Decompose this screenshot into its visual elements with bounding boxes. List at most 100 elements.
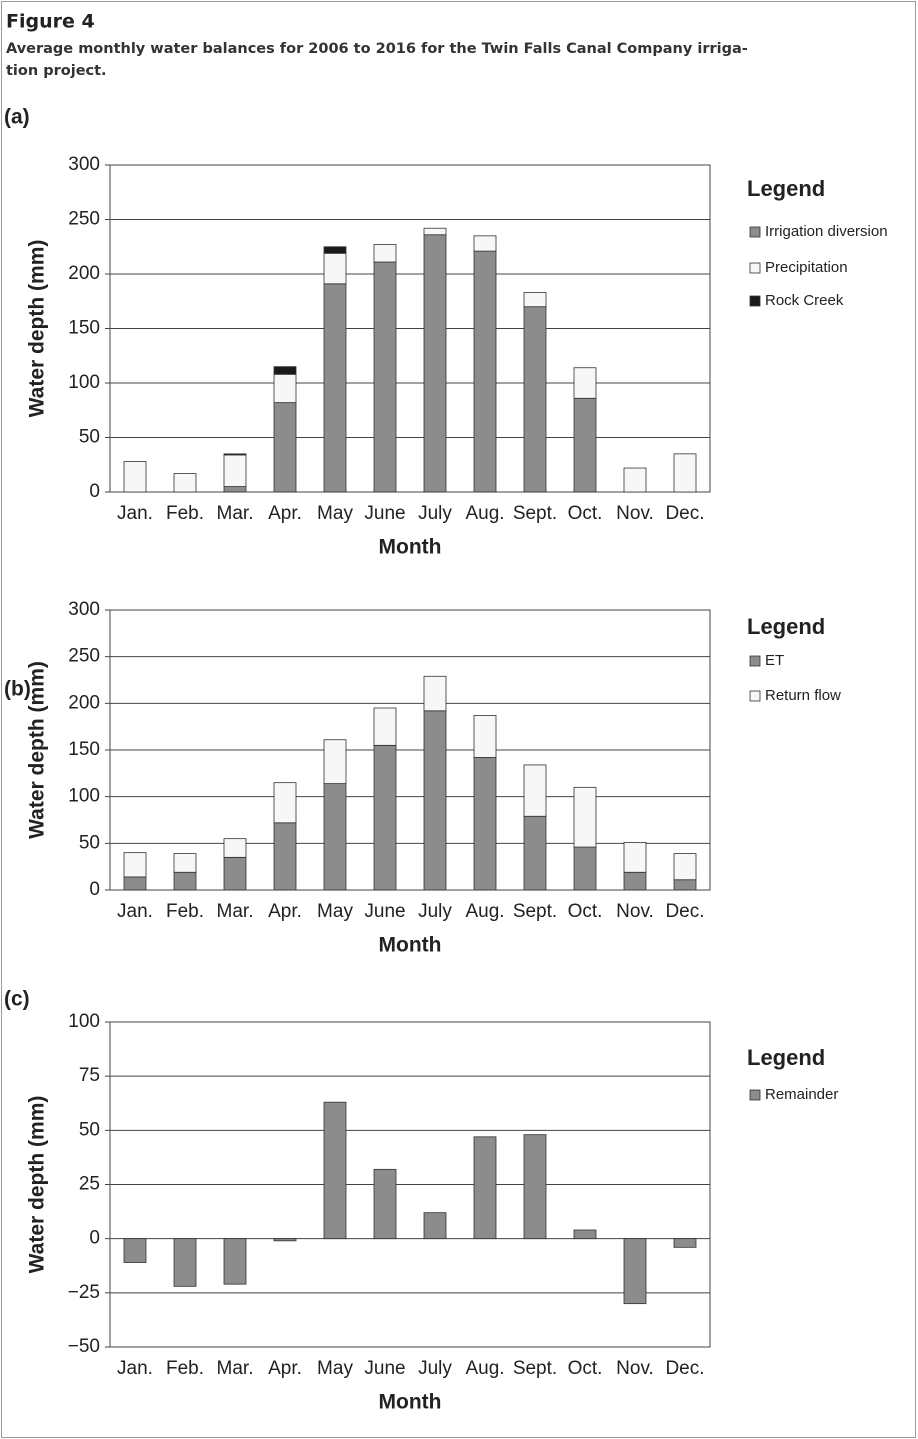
caption-line: tion project.	[6, 63, 107, 79]
y-tick-label: 200	[68, 263, 100, 284]
bar	[223, 454, 247, 487]
bar	[323, 252, 347, 285]
bar	[223, 486, 247, 493]
bar	[423, 710, 447, 891]
bar	[323, 1101, 347, 1240]
y-tick-label: 100	[68, 1011, 100, 1032]
x-tick-label: Mar.	[217, 901, 254, 922]
bar	[123, 876, 147, 891]
bar	[273, 366, 297, 375]
x-tick-label: July	[418, 1358, 452, 1379]
x-tick-label: Jan.	[117, 1358, 153, 1379]
x-tick-label: Mar.	[217, 1358, 254, 1379]
bar	[423, 675, 447, 712]
x-tick-label: Sept.	[513, 503, 557, 524]
legend-title: Legend	[747, 1045, 825, 1070]
caption-line: Average monthly water balances for 2006 …	[6, 41, 748, 57]
figure-label: Figure 4	[6, 11, 95, 33]
x-axis-title: Month	[379, 934, 442, 957]
y-tick-label: 0	[89, 481, 100, 502]
y-tick-label: 50	[79, 1119, 100, 1140]
x-tick-label: Apr.	[268, 503, 302, 524]
y-tick-label: 0	[89, 879, 100, 900]
x-tick-label: Jan.	[117, 503, 153, 524]
bar	[573, 786, 597, 848]
y-tick-label: 25	[79, 1174, 100, 1195]
x-tick-label: June	[364, 901, 405, 922]
y-axis-title: Water depth (mm)	[26, 240, 49, 418]
x-tick-label: Nov.	[616, 901, 654, 922]
x-axis-title: Month	[379, 536, 442, 559]
bar	[173, 871, 197, 891]
panel-label: (a)	[4, 106, 30, 129]
y-axis-title: Water depth (mm)	[26, 661, 49, 839]
x-tick-label: Oct.	[568, 1358, 603, 1379]
y-tick-label: 100	[68, 786, 100, 807]
y-tick-label: 200	[68, 692, 100, 713]
x-tick-label: Dec.	[665, 1358, 704, 1379]
x-tick-label: June	[364, 503, 405, 524]
plot-frame	[109, 164, 711, 493]
bar	[223, 856, 247, 891]
legend-swatch	[749, 1089, 761, 1101]
y-tick-label: 250	[68, 209, 100, 230]
x-tick-label: Dec.	[665, 503, 704, 524]
x-tick-label: Sept.	[513, 901, 557, 922]
bar	[423, 1212, 447, 1240]
bar	[173, 853, 197, 873]
bar	[573, 367, 597, 399]
bar	[673, 853, 697, 881]
bar	[223, 453, 247, 456]
legend-title: Legend	[747, 614, 825, 639]
bar	[623, 871, 647, 891]
y-tick-label: 50	[79, 427, 100, 448]
bar	[123, 852, 147, 878]
y-tick-label: 300	[68, 599, 100, 620]
x-tick-label: May	[317, 1358, 353, 1379]
bar	[623, 467, 647, 493]
bar	[273, 402, 297, 493]
x-tick-label: Oct.	[568, 503, 603, 524]
x-tick-label: Dec.	[665, 901, 704, 922]
bar	[373, 744, 397, 891]
x-tick-label: July	[418, 503, 452, 524]
bar	[423, 227, 447, 236]
legend-label: Return flow	[765, 687, 841, 704]
bar	[323, 783, 347, 891]
x-tick-label: May	[317, 503, 353, 524]
legend-swatch	[749, 690, 761, 702]
legend-label: Precipitation	[765, 259, 848, 276]
bar	[323, 246, 347, 254]
bar	[273, 1238, 297, 1242]
y-tick-label: 250	[68, 646, 100, 667]
x-tick-label: Apr.	[268, 1358, 302, 1379]
x-tick-label: Sept.	[513, 1358, 557, 1379]
x-tick-label: Feb.	[166, 901, 204, 922]
legend-swatch	[749, 262, 761, 274]
x-tick-label: June	[364, 1358, 405, 1379]
bar	[573, 397, 597, 493]
bar	[673, 1238, 697, 1248]
legend-swatch	[749, 226, 761, 238]
bar	[423, 234, 447, 493]
legend-title: Legend	[747, 176, 825, 201]
y-tick-label: 100	[68, 372, 100, 393]
bar	[173, 1238, 197, 1287]
panel-label: (b)	[4, 678, 31, 701]
x-tick-label: Aug.	[465, 901, 504, 922]
bar	[673, 879, 697, 891]
bar	[373, 244, 397, 263]
bar	[323, 739, 347, 785]
x-tick-label: May	[317, 901, 353, 922]
bar	[273, 822, 297, 891]
bar	[523, 292, 547, 308]
bar	[473, 1136, 497, 1240]
bar	[373, 1168, 397, 1240]
x-tick-label: Oct.	[568, 901, 603, 922]
legend-label: ET	[765, 652, 784, 669]
bar	[373, 707, 397, 746]
y-tick-label: 300	[68, 154, 100, 175]
x-axis-title: Month	[379, 1391, 442, 1414]
x-tick-label: Apr.	[268, 901, 302, 922]
